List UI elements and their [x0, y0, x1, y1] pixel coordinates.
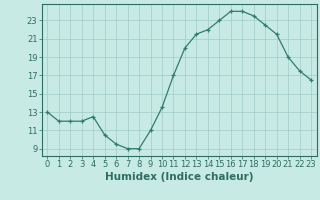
X-axis label: Humidex (Indice chaleur): Humidex (Indice chaleur) — [105, 172, 253, 182]
